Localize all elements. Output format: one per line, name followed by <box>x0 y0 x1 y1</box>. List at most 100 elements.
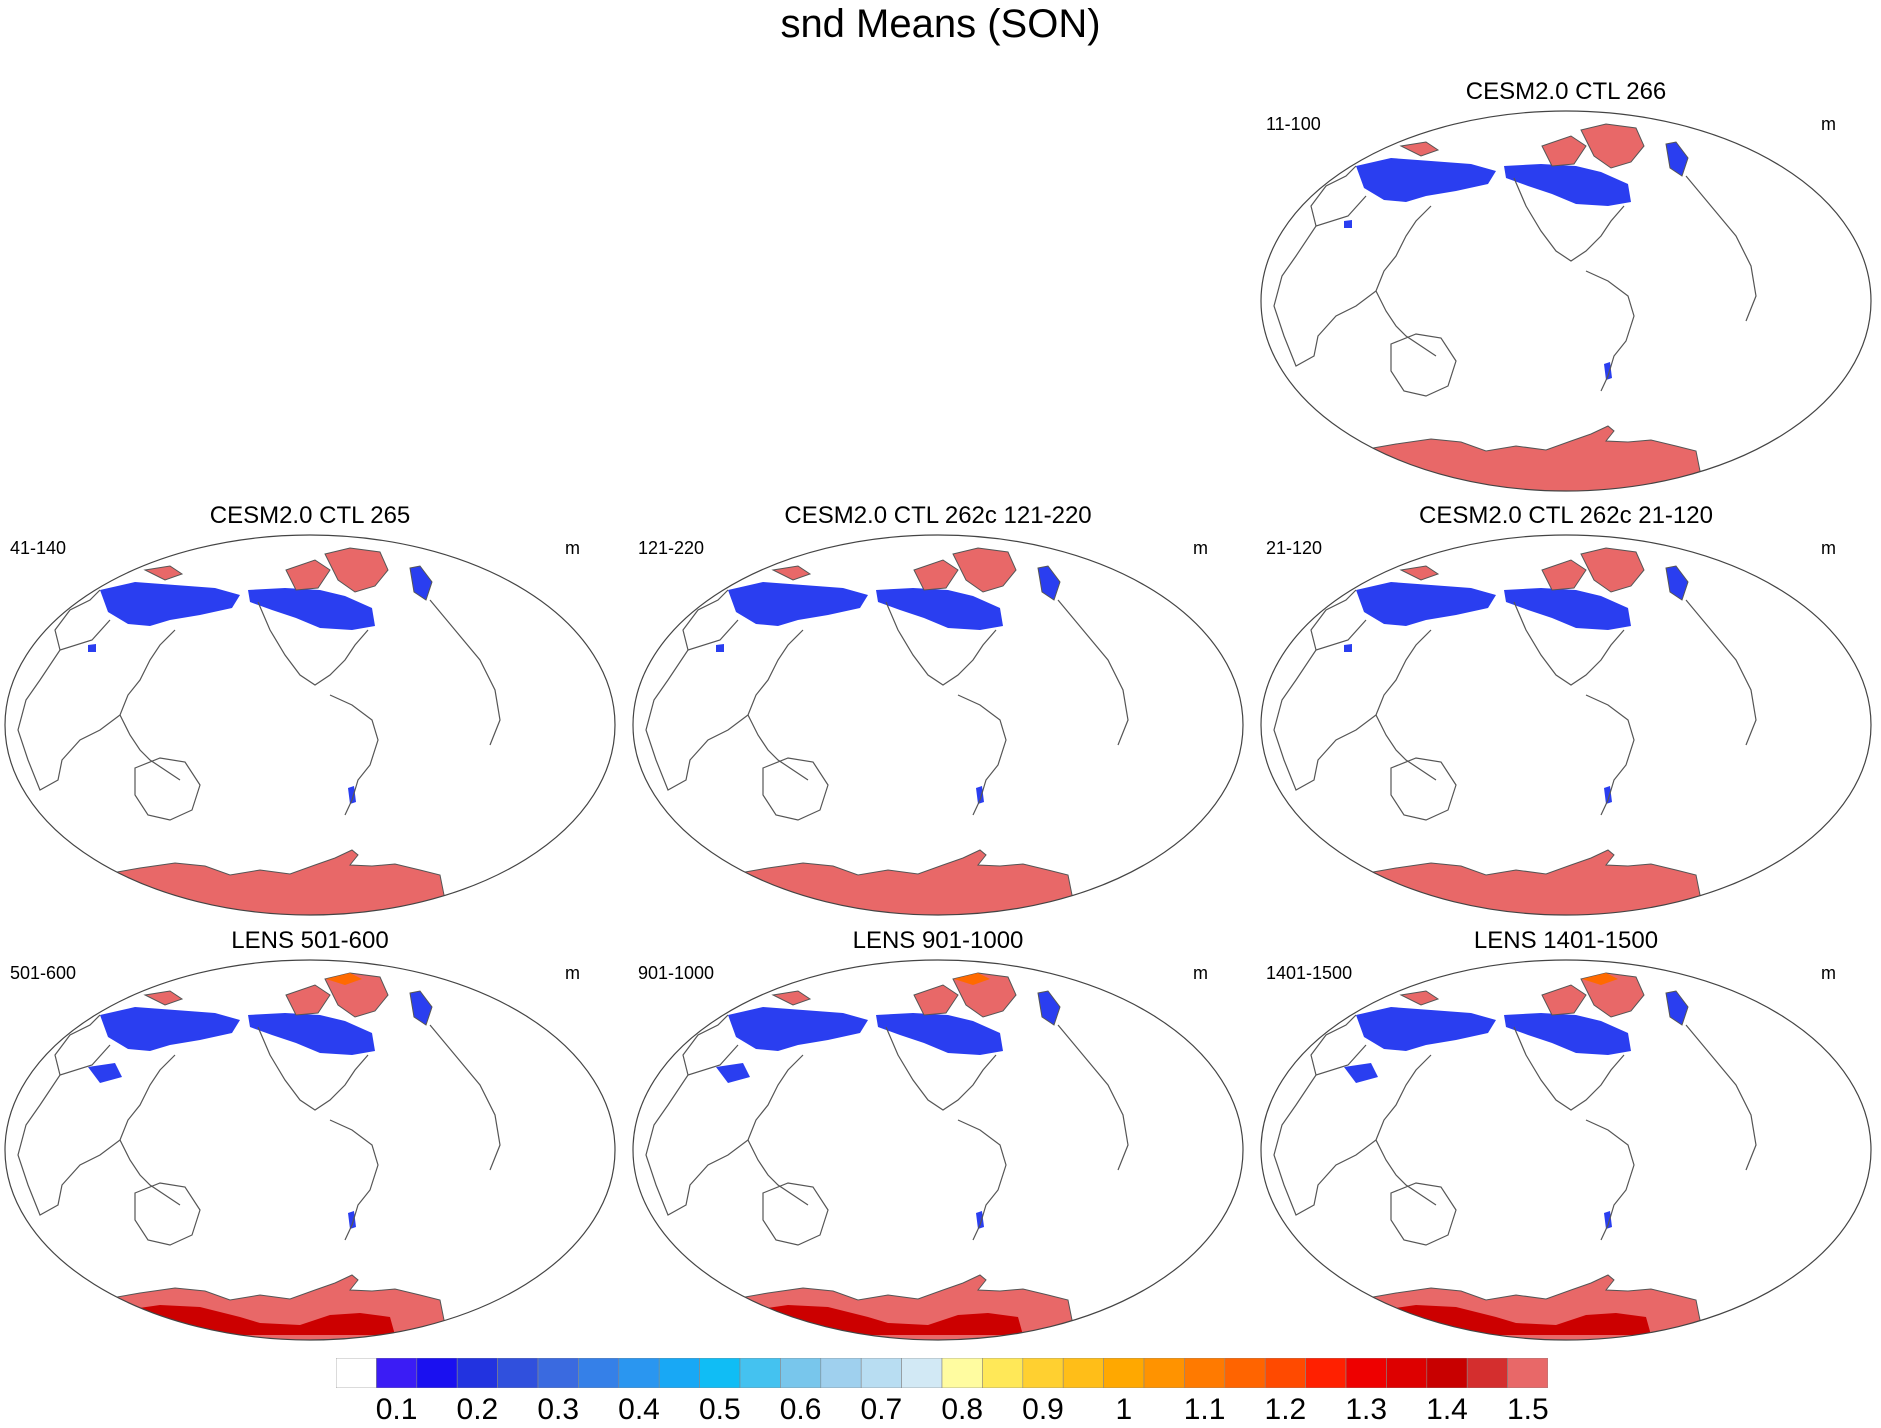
panel-title: CESM2.0 CTL 266 <box>1465 78 1667 105</box>
coast-asia-north <box>682 589 729 651</box>
colorbar-swatch <box>1143 1358 1185 1388</box>
map-border <box>632 534 1244 916</box>
coast-atlantic-east <box>1685 175 1757 322</box>
colorbar-swatch <box>537 1358 579 1388</box>
coast-atlantic-east <box>1057 599 1129 746</box>
colorbar-swatch <box>497 1358 539 1388</box>
greenland <box>952 972 1017 1018</box>
panel-title: LENS 1401-1500 <box>1473 927 1659 954</box>
colorbar-swatch <box>1305 1358 1347 1388</box>
snow-north-america <box>876 1013 1003 1055</box>
coast-asia <box>645 619 804 791</box>
coast-north-america <box>885 601 997 686</box>
world-map <box>1260 534 1872 916</box>
map-panel-2: CESM2.0 CTL 265 41-140 m <box>0 502 620 922</box>
snow-tibet <box>1344 1063 1378 1083</box>
colorbar-swatch <box>1103 1358 1145 1388</box>
page-title: snd Means (SON) <box>780 2 1101 46</box>
world-map <box>4 959 616 1341</box>
colorbar-swatch <box>820 1358 862 1388</box>
snow-tibet <box>1344 220 1352 228</box>
greenland <box>324 972 389 1018</box>
colorbar-swatch <box>901 1358 943 1388</box>
colorbar-swatch <box>1184 1358 1226 1388</box>
colorbar-tick-label: 0.3 <box>537 1393 580 1426</box>
colorbar-tick-label: 0.2 <box>456 1393 499 1426</box>
snow-andes <box>976 786 984 804</box>
panel-years: 501-600 <box>10 963 77 983</box>
map-panel-3: CESM2.0 CTL 262c 121-220 121-220 m <box>628 502 1248 922</box>
snow-arctic-island <box>1399 565 1440 581</box>
map-panel-4: CESM2.0 CTL 262c 21-120 21-120 m <box>1256 502 1876 922</box>
colorbar-tick-label: 0.7 <box>860 1393 903 1426</box>
colorbar-tick-label: 0.4 <box>618 1393 660 1426</box>
panel-title: LENS 901-1000 <box>852 927 1024 954</box>
snow-andes <box>1604 362 1612 380</box>
snow-scandinavia <box>1665 565 1689 601</box>
snow-tibet <box>88 644 96 652</box>
snow-canadian-archipelago <box>1541 984 1587 1016</box>
coast-asia-north <box>1310 1014 1357 1076</box>
snow-canadian-archipelago <box>285 984 331 1016</box>
snow-north-america <box>248 588 375 630</box>
map-panel-6: LENS 901-1000 901-1000 m <box>628 927 1248 1347</box>
coast-south-america <box>1585 1119 1635 1241</box>
snow-eurasia <box>100 582 240 626</box>
snow-eurasia <box>100 1007 240 1051</box>
panel-years: 11-100 <box>1266 114 1321 134</box>
snow-scandinavia <box>409 565 433 601</box>
panel-unit: m <box>1821 538 1836 558</box>
coast-atlantic-east <box>429 599 501 746</box>
coast-southeast-asia <box>1375 1139 1437 1206</box>
coast-south-america <box>329 694 379 816</box>
panel-years: 121-220 <box>638 538 705 558</box>
world-map <box>632 959 1244 1341</box>
snow-andes <box>348 1211 356 1229</box>
coast-asia <box>1273 195 1432 367</box>
snow-arctic-island <box>143 565 184 581</box>
snow-scandinavia <box>1665 990 1689 1026</box>
coast-north-america <box>885 1026 997 1111</box>
snow-canadian-archipelago <box>913 559 959 591</box>
greenland <box>1580 547 1645 593</box>
panel-title: CESM2.0 CTL 262c 21-120 <box>1419 502 1713 529</box>
colorbar-swatch <box>739 1358 781 1388</box>
coast-southeast-asia <box>747 1139 809 1206</box>
coast-asia <box>1273 1044 1432 1216</box>
greenland-margin <box>326 973 362 985</box>
coast-atlantic-east <box>1057 1024 1129 1171</box>
colorbar-swatch <box>658 1358 700 1388</box>
colorbar-tick-label: 1.2 <box>1264 1393 1307 1426</box>
map-panel-7: LENS 1401-1500 1401-1500 m <box>1256 927 1876 1347</box>
colorbar-tick-label: 1.3 <box>1345 1393 1388 1426</box>
colorbar-swatch <box>1062 1358 1104 1388</box>
colorbar-swatch <box>1386 1358 1428 1388</box>
colorbar-tick-label: 0.8 <box>941 1393 984 1426</box>
coast-asia-north <box>1310 165 1357 227</box>
snow-eurasia <box>1356 1007 1496 1051</box>
snow-canadian-archipelago <box>1541 559 1587 591</box>
panel-years: 1401-1500 <box>1266 963 1353 983</box>
panel-unit: m <box>1821 114 1836 134</box>
colorbar-swatch <box>376 1358 418 1388</box>
snow-eurasia <box>1356 582 1496 626</box>
coast-australia <box>134 757 201 821</box>
snow-north-america <box>1504 164 1631 206</box>
coast-asia-north <box>1310 589 1357 651</box>
coast-asia-north <box>54 589 101 651</box>
map-content <box>645 972 1129 1340</box>
snow-canadian-archipelago <box>913 984 959 1016</box>
snow-eurasia <box>1356 158 1496 202</box>
coast-australia <box>1390 333 1457 397</box>
colorbar-swatch <box>1224 1358 1266 1388</box>
snow-arctic-island <box>143 990 184 1006</box>
snow-andes <box>1604 786 1612 804</box>
map-content <box>1273 972 1757 1340</box>
colorbar-tick-label: 1.5 <box>1506 1393 1549 1426</box>
colorbar-swatch <box>1507 1358 1548 1388</box>
colorbar-tick-label: 1.4 <box>1426 1393 1468 1426</box>
world-map <box>1260 110 1872 492</box>
coast-atlantic-east <box>1685 599 1757 746</box>
snow-andes <box>348 786 356 804</box>
map-content <box>645 547 1129 915</box>
